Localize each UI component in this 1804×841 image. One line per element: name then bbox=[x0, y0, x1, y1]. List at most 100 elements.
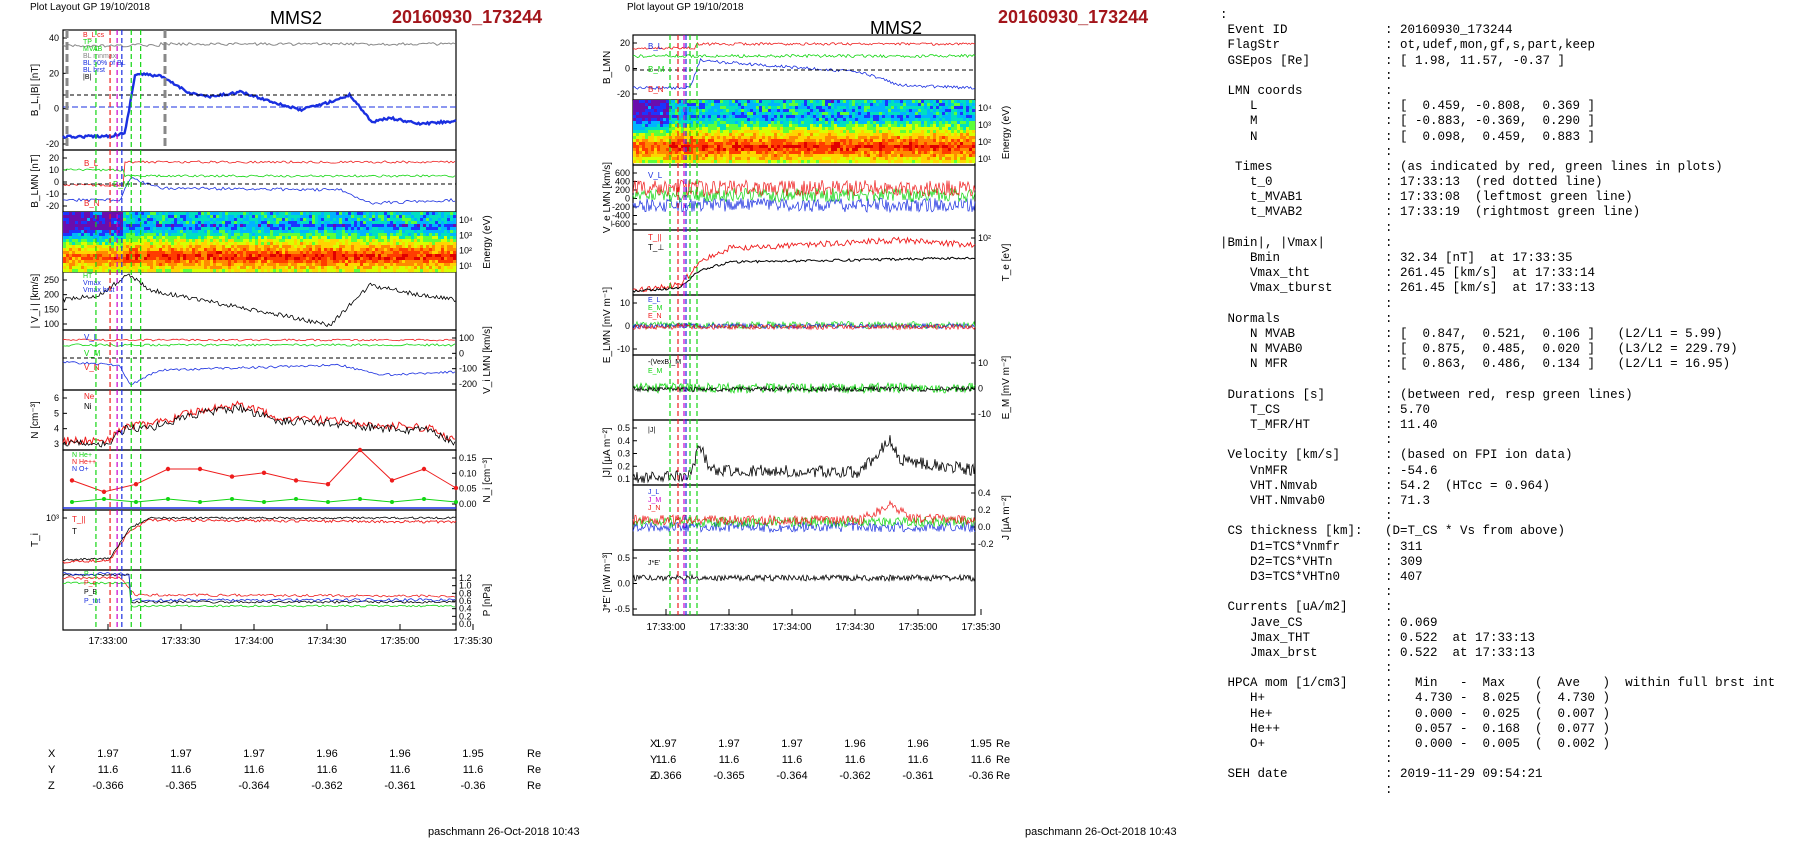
spectrogram-cell bbox=[798, 142, 802, 146]
spectrogram-cell bbox=[444, 260, 448, 264]
legend-entry: |B| bbox=[83, 74, 91, 81]
spectrogram-cell bbox=[837, 115, 841, 119]
spectrogram-cell bbox=[339, 233, 343, 237]
spectrogram-cell bbox=[84, 263, 88, 267]
spectrogram-cell bbox=[117, 218, 121, 222]
spectrogram-cell bbox=[687, 115, 691, 119]
spectrogram-cell bbox=[657, 100, 661, 104]
spectrogram-cell bbox=[348, 260, 352, 264]
spectrogram-cell bbox=[276, 218, 280, 222]
spectrogram-cell bbox=[909, 139, 913, 143]
spectrogram-cell bbox=[303, 266, 307, 270]
spectrogram-cell bbox=[972, 133, 976, 137]
spectrogram-cell bbox=[390, 212, 394, 216]
spectrogram-cell bbox=[915, 148, 919, 152]
spectrogram-cell bbox=[822, 121, 826, 125]
spectrogram-cell bbox=[381, 236, 385, 240]
spectrogram-cell bbox=[99, 227, 103, 231]
spectrogram-cell bbox=[399, 266, 403, 270]
spectrogram-cell bbox=[300, 254, 304, 258]
spectrogram-cell bbox=[297, 221, 301, 225]
spectrogram-cell bbox=[741, 130, 745, 134]
spectrogram-cell bbox=[915, 103, 919, 107]
spectrogram-cell bbox=[642, 121, 646, 125]
spectrogram-cell bbox=[663, 121, 667, 125]
spectrogram-cell bbox=[216, 227, 220, 231]
spectrogram-cell bbox=[831, 121, 835, 125]
spectrogram-cell bbox=[414, 251, 418, 255]
spectrogram-cell bbox=[78, 245, 82, 249]
spectrogram-cell bbox=[756, 127, 760, 131]
spectrogram-cell bbox=[105, 236, 109, 240]
spectrogram-cell bbox=[426, 263, 430, 267]
spectrogram-cell bbox=[798, 103, 802, 107]
spectrogram-cell bbox=[258, 248, 262, 252]
spectrogram-cell bbox=[93, 254, 97, 258]
spectrogram-cell bbox=[267, 251, 271, 255]
spectrogram-cell bbox=[708, 145, 712, 149]
spectrogram-cell bbox=[882, 151, 886, 155]
spectrogram-cell bbox=[144, 242, 148, 246]
spectrogram-cell bbox=[822, 142, 826, 146]
spectrogram-cell bbox=[378, 221, 382, 225]
spectrogram-cell bbox=[420, 257, 424, 261]
spectrogram-cell bbox=[969, 145, 973, 149]
y-tick-label: -10 bbox=[617, 344, 630, 354]
spectrogram-cell bbox=[909, 109, 913, 113]
spectrogram-cell bbox=[126, 260, 130, 264]
spectrogram-cell bbox=[66, 230, 70, 234]
spectrogram-cell bbox=[372, 266, 376, 270]
spectrogram-cell bbox=[183, 224, 187, 228]
spectrogram-cell bbox=[372, 248, 376, 252]
y-axis-label-p5: V_i LMN [km/s] bbox=[482, 326, 493, 394]
spectrogram-cell bbox=[771, 112, 775, 116]
spectrogram-cell bbox=[831, 145, 835, 149]
spectrogram-cell bbox=[753, 100, 757, 104]
spectrogram-cell bbox=[273, 248, 277, 252]
spectrogram-cell bbox=[966, 103, 970, 107]
spectrogram-cell bbox=[324, 242, 328, 246]
spectrogram-cell bbox=[864, 133, 868, 137]
spectrogram-cell bbox=[402, 266, 406, 270]
spectrogram-cell bbox=[774, 118, 778, 122]
spectrogram-cell bbox=[81, 218, 85, 222]
spectrogram-cell bbox=[339, 239, 343, 243]
spectrogram-cell bbox=[342, 242, 346, 246]
spectrogram-cell bbox=[249, 263, 253, 267]
spectrogram-cell bbox=[693, 154, 697, 158]
spectrogram-cell bbox=[924, 130, 928, 134]
spectrogram-cell bbox=[774, 142, 778, 146]
spectrogram-cell bbox=[114, 212, 118, 216]
spectrogram-cell bbox=[903, 139, 907, 143]
spectrogram-cell bbox=[840, 148, 844, 152]
spectrogram-cell bbox=[846, 136, 850, 140]
spectrogram-cell bbox=[693, 121, 697, 125]
spectrogram-cell bbox=[312, 257, 316, 261]
spectrogram-cell bbox=[438, 224, 442, 228]
spectrogram-cell bbox=[105, 227, 109, 231]
y-axis-label-p8: T_i bbox=[30, 533, 41, 547]
spectrogram-cell bbox=[756, 142, 760, 146]
spectrogram-cell bbox=[138, 221, 142, 225]
spectrogram-cell bbox=[165, 224, 169, 228]
spectrogram-cell bbox=[816, 112, 820, 116]
spectrogram-cell bbox=[372, 263, 376, 267]
spectrogram-cell bbox=[636, 151, 640, 155]
spectrogram-cell bbox=[669, 127, 673, 131]
spectrogram-cell bbox=[117, 224, 121, 228]
spectrogram-cell bbox=[396, 251, 400, 255]
spectrogram-cell bbox=[267, 215, 271, 219]
spectrogram-cell bbox=[141, 263, 145, 267]
spectrogram-cell bbox=[894, 103, 898, 107]
spectrogram-cell bbox=[873, 136, 877, 140]
spectrogram-cell bbox=[936, 145, 940, 149]
spectrogram-cell bbox=[66, 257, 70, 261]
spectrogram-cell bbox=[321, 230, 325, 234]
spectrogram-cell bbox=[105, 221, 109, 225]
spectrogram-cell bbox=[138, 260, 142, 264]
spectrogram-cell bbox=[309, 236, 313, 240]
spectrogram-cell bbox=[246, 248, 250, 252]
spectrogram-cell bbox=[696, 121, 700, 125]
spectrogram-cell bbox=[267, 260, 271, 264]
spectrogram-cell bbox=[198, 266, 202, 270]
